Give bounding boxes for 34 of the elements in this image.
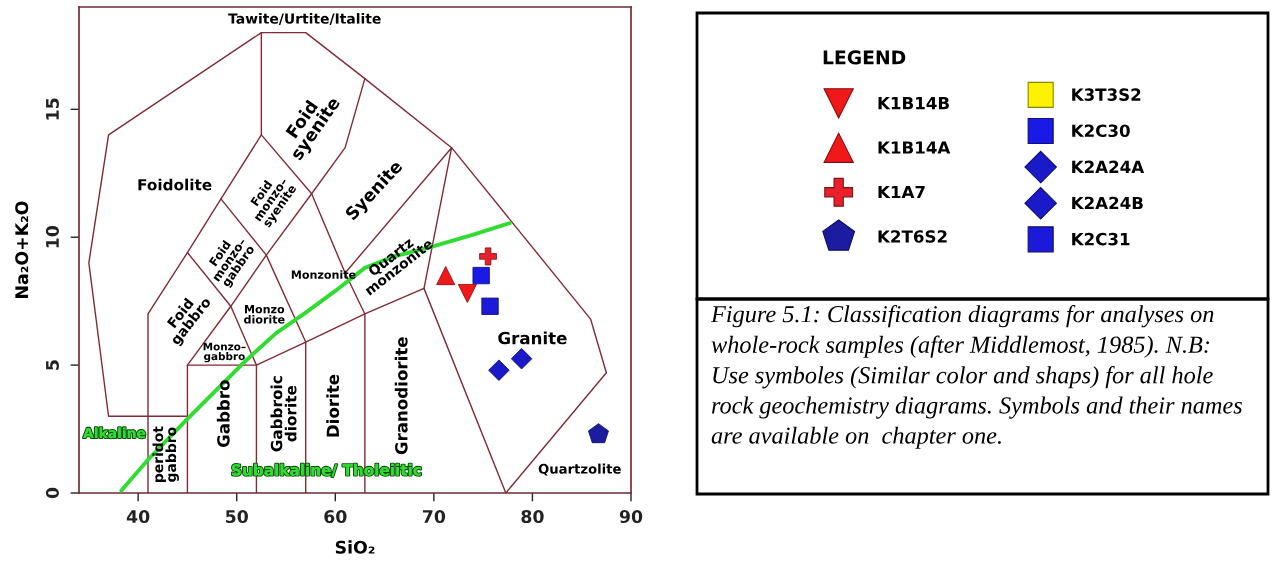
y-tick-label: 15 bbox=[46, 98, 59, 120]
y-tick-label: 5 bbox=[46, 360, 59, 370]
legend-label: K2T6S2 bbox=[878, 230, 947, 243]
annotation: Tawite/Urtite/Italite bbox=[228, 13, 381, 25]
annotation: peridot gabbro bbox=[152, 426, 179, 483]
legend-label: K3T3S2 bbox=[1072, 88, 1141, 101]
annotation: Granite bbox=[498, 331, 567, 345]
annotation: Foidolite bbox=[138, 178, 212, 191]
legend-label: K1B14A bbox=[878, 141, 951, 154]
annotation: Gabbroic diorite bbox=[270, 376, 297, 452]
y-tick-label: 0 bbox=[45, 487, 59, 499]
annotation: Monzo diorite bbox=[244, 305, 285, 324]
legend-label: K2A24A bbox=[1072, 160, 1145, 173]
legend-label: K2C30 bbox=[1072, 124, 1130, 138]
x-tick-label: 70 bbox=[422, 509, 446, 524]
x-tick-label: 80 bbox=[521, 509, 544, 524]
caption: Figure 5.1: Classification diagrams for analyses on whole-rock samples (after Middlemost, 1985). N.B: Use symboles (Similar color and shaps) for all hole rock geochemistry diagrams. Symbols and their names are available on chapter one. bbox=[710, 305, 1242, 449]
y-axis-title: Na₂O+K₂O bbox=[15, 201, 29, 298]
annotation: Quartzolite bbox=[538, 463, 621, 476]
x-tick-label: 50 bbox=[225, 509, 248, 524]
legend-label: K1A7 bbox=[878, 185, 925, 199]
legend-title: LEGEND bbox=[823, 50, 906, 65]
x-tick-label: 90 bbox=[619, 509, 643, 524]
x-axis-title: SiO₂ bbox=[335, 540, 375, 554]
annotation: Gabbro bbox=[216, 380, 230, 448]
legend-label: K2A24B bbox=[1072, 196, 1143, 210]
x-tick-label: 60 bbox=[324, 509, 347, 524]
annotation: Alkaline bbox=[83, 427, 146, 439]
x-tick-label: 40 bbox=[126, 509, 150, 524]
annotation: Granodiorite bbox=[394, 337, 408, 455]
annotation: Diorite bbox=[326, 374, 340, 437]
y-tick-label: 10 bbox=[45, 225, 59, 248]
legend-label: K2C31 bbox=[1072, 232, 1130, 246]
legend-label: K1B14B bbox=[878, 96, 949, 110]
